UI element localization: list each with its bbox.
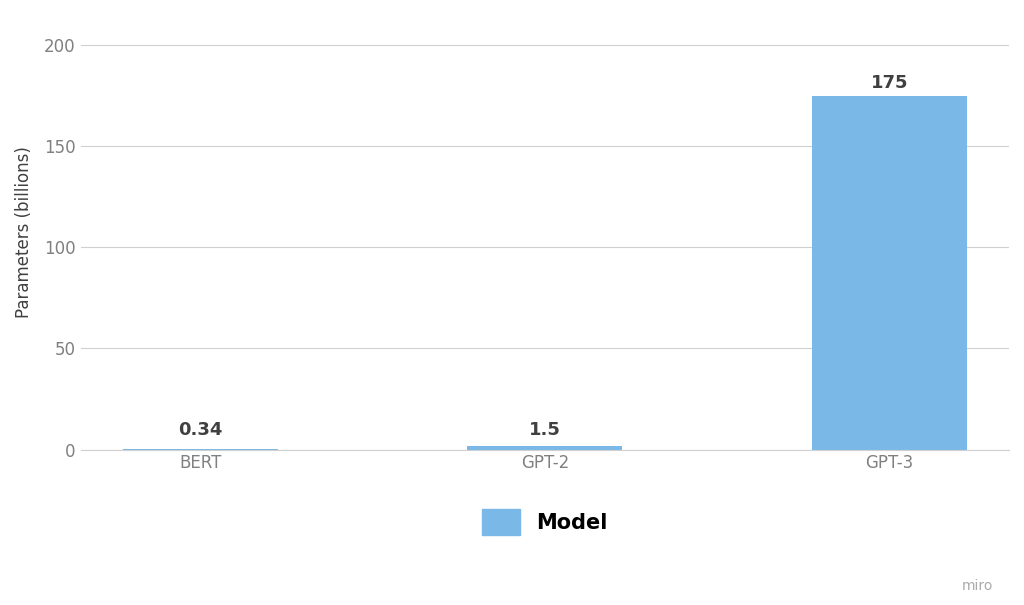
Bar xyxy=(812,96,967,450)
Bar xyxy=(467,446,623,450)
Text: 175: 175 xyxy=(870,74,908,92)
Text: miro: miro xyxy=(962,579,993,593)
Text: 0.34: 0.34 xyxy=(178,422,222,439)
Y-axis label: Parameters (billions): Parameters (billions) xyxy=(15,146,33,318)
Text: 1.5: 1.5 xyxy=(528,422,561,439)
Legend: Model: Model xyxy=(482,509,607,535)
Bar xyxy=(123,449,278,450)
